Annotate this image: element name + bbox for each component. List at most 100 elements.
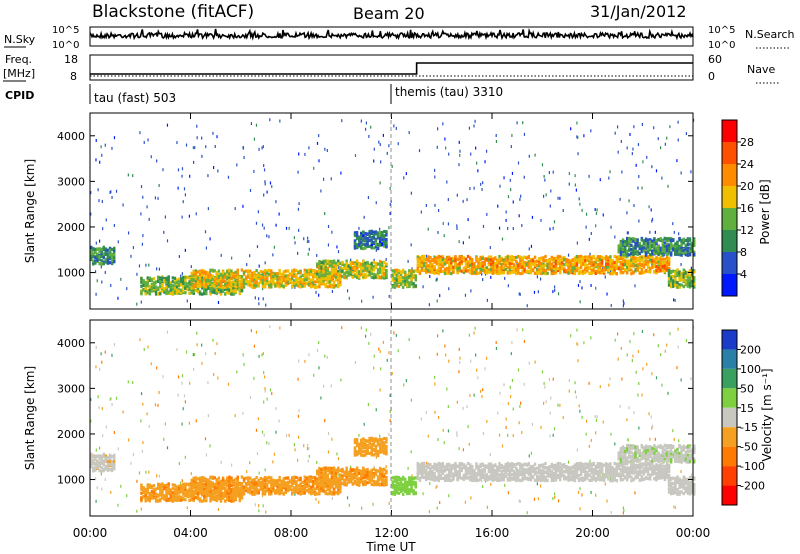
power-cell (489, 262, 493, 266)
power-cell (360, 241, 363, 245)
power-cell (501, 237, 504, 241)
power-cell (521, 271, 524, 275)
power-cell (178, 255, 180, 259)
power-cell (540, 218, 542, 222)
power-cell (481, 261, 484, 266)
power-cell (632, 270, 635, 274)
power-cell (163, 230, 165, 234)
power-cell (376, 242, 380, 247)
power-cell (224, 287, 227, 291)
power-cell (594, 208, 596, 212)
power-cell (343, 263, 346, 267)
power-cell (468, 261, 472, 265)
power-cell (674, 277, 677, 281)
power-cell (585, 225, 587, 229)
velocity-cell (113, 430, 115, 434)
power-cell (167, 283, 170, 288)
power-cell (667, 256, 671, 260)
power-cell (297, 271, 300, 275)
velocity-cell (104, 464, 108, 468)
power-cell (267, 280, 271, 285)
power-cell (295, 273, 298, 277)
power-cell (295, 276, 298, 280)
power-cell (244, 281, 248, 285)
power-cell (190, 285, 193, 289)
velocity-cell (146, 491, 149, 495)
velocity-cell (96, 486, 98, 490)
power-cell (157, 292, 160, 296)
power-cell (368, 229, 371, 234)
power-cell (211, 286, 214, 290)
power-cell (598, 261, 602, 265)
power-cell (676, 268, 679, 272)
velocity-cell (108, 457, 112, 461)
velocity-cell (627, 438, 629, 442)
power-cell (676, 246, 679, 250)
power-cell (529, 268, 533, 273)
power-cell (132, 174, 134, 178)
power-cell (570, 127, 572, 131)
power-cell (291, 281, 294, 285)
velocity-cell (648, 412, 650, 416)
power-cell (381, 235, 384, 239)
power-cell (92, 262, 95, 266)
power-cell (230, 292, 233, 296)
power-cell (649, 246, 652, 250)
power-cell (262, 287, 264, 291)
velocity-cell (95, 345, 97, 349)
power-cell (198, 271, 202, 275)
power-cell (628, 199, 630, 203)
power-cell (288, 226, 290, 230)
power-cell (602, 267, 606, 271)
power-cell (586, 256, 589, 260)
velocity-cell (378, 347, 380, 351)
power-cell (242, 278, 246, 282)
power-cell (271, 185, 273, 189)
velocity-cell (469, 394, 471, 398)
velocity-cell (90, 456, 93, 461)
velocity-cell (303, 444, 305, 448)
power-cell (169, 281, 172, 285)
power-cell (110, 247, 114, 252)
power-cell (609, 170, 611, 174)
power-cell (584, 270, 587, 275)
power-cell (473, 270, 476, 275)
power-cell (154, 292, 158, 296)
power-cell (301, 282, 304, 286)
power-cell (502, 271, 505, 275)
velocity-cell (96, 463, 99, 468)
velocity-cell (616, 332, 619, 336)
velocity-cell (108, 462, 112, 466)
velocity-cell (379, 440, 382, 444)
freq-panel-frame (89, 54, 694, 81)
power-cell (592, 255, 595, 260)
power-cell (255, 268, 258, 273)
power-cell (192, 278, 195, 282)
velocity-cell (549, 434, 551, 438)
power-cell (240, 278, 244, 283)
power-cell (152, 277, 156, 281)
power-cell (259, 277, 262, 281)
power-cell (142, 195, 144, 199)
power-cell (343, 275, 346, 279)
velocity-cell (161, 485, 164, 489)
velocity-cell (575, 395, 577, 399)
power-cell (471, 265, 474, 269)
power-cell (556, 266, 560, 271)
power-cell (272, 275, 275, 279)
power-cell (378, 259, 382, 264)
power-cell (395, 278, 399, 282)
power-cell (548, 258, 551, 263)
power-cell (316, 253, 318, 257)
velocity-cell (298, 409, 300, 413)
power-cell (303, 284, 306, 288)
power-cell (182, 281, 185, 285)
power-cell (399, 282, 403, 286)
power-cell (462, 266, 466, 270)
power-cell (594, 271, 597, 276)
power-cell (521, 269, 524, 273)
velocity-cell (182, 407, 184, 411)
power-cell (184, 276, 187, 280)
power-cell (528, 154, 530, 158)
power-cell (619, 255, 623, 259)
